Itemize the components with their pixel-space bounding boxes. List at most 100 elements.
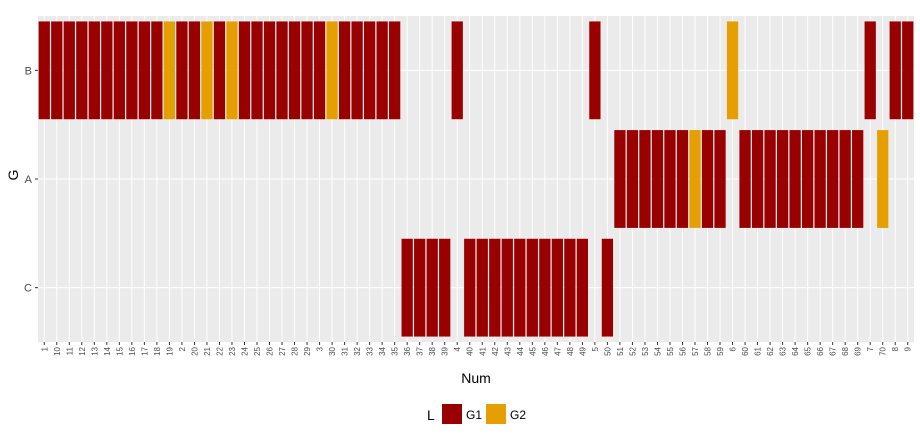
x-tick-label: 61	[754, 346, 763, 355]
bar-g1-69	[852, 130, 864, 228]
x-tick-label: 37	[416, 346, 425, 355]
bar-g1-24	[238, 21, 251, 120]
x-tick-label: 52	[628, 346, 637, 355]
x-tick-label: 41	[478, 346, 487, 355]
x-tick-label: 64	[791, 346, 800, 355]
bar-g1-56	[676, 130, 689, 228]
bar-g1-31	[338, 21, 351, 120]
y-axis-title: G	[5, 170, 21, 181]
bar-g1-65	[801, 130, 814, 228]
bar-g1-67	[827, 130, 839, 228]
bar-g1-62	[764, 130, 776, 228]
x-tick-label: 49	[578, 346, 587, 355]
x-tick-label: 36	[403, 346, 412, 355]
legend-label-g1: G1	[466, 408, 482, 422]
bar-g1-41	[476, 238, 488, 337]
x-tick-label: 57	[691, 346, 700, 355]
x-tick-label: 32	[353, 346, 362, 355]
bar-g1-53	[639, 130, 651, 228]
x-tick-label: 5	[591, 346, 600, 351]
x-tick-label: 70	[879, 346, 888, 355]
x-tick-label: 69	[854, 346, 863, 355]
bar-g1-9	[902, 21, 914, 120]
bar-g1-37	[414, 238, 426, 337]
x-tick-label: 28	[291, 346, 300, 355]
bar-g1-7	[864, 21, 876, 120]
bar-g1-4	[451, 21, 463, 120]
x-tick-label: 9	[904, 346, 913, 351]
bar-g1-66	[814, 130, 826, 228]
x-tick-label: 50	[603, 346, 612, 355]
x-tick-label: 42	[491, 346, 500, 355]
x-tick-label: 20	[190, 346, 199, 355]
legend-swatch-g1	[442, 404, 462, 424]
bar-g1-17	[138, 21, 151, 120]
x-tick-label: 45	[528, 346, 537, 355]
bar-g2-23	[226, 21, 238, 120]
x-tick-label: 16	[128, 346, 137, 355]
x-tick-label: 15	[115, 346, 124, 355]
x-axis: 1 10 11 12 13 14 15 16 17 18 19 2 20 21 22 23 24 25 26 27 28…	[40, 342, 913, 356]
x-tick-label: 66	[816, 346, 825, 355]
x-tick-label: 14	[103, 346, 112, 355]
x-tick-label: 19	[165, 346, 174, 355]
bar-g1-49	[576, 238, 589, 337]
x-tick-label: 1	[40, 346, 49, 351]
x-tick-label: 59	[716, 346, 725, 355]
bars	[38, 21, 914, 337]
bar-g1-68	[839, 130, 851, 228]
bar-g2-21	[201, 21, 213, 120]
bar-g1-11	[63, 21, 75, 120]
bar-g1-60	[739, 130, 751, 228]
bar-g2-19	[163, 21, 176, 120]
bar-g1-1	[38, 21, 50, 120]
legend-title: L	[427, 407, 435, 423]
x-tick-label: 11	[65, 346, 74, 355]
x-tick-label: 6	[729, 346, 738, 351]
bar-g1-43	[501, 238, 513, 337]
x-tick-label: 22	[215, 346, 224, 355]
x-tick-label: 7	[866, 346, 875, 351]
bar-g1-34	[376, 21, 388, 120]
bar-g1-12	[76, 21, 88, 120]
bar-g1-36	[401, 238, 413, 337]
x-tick-label: 47	[553, 346, 562, 355]
bar-g1-28	[288, 21, 301, 120]
x-tick-label: 18	[153, 346, 162, 355]
y-tick-label: A	[25, 174, 33, 186]
legend-label-g2: G2	[510, 408, 526, 422]
x-tick-label: 3	[316, 346, 325, 351]
bar-g1-16	[126, 21, 138, 120]
bar-g1-29	[301, 21, 313, 120]
x-tick-label: 65	[804, 346, 813, 355]
bar-g1-35	[389, 21, 401, 120]
x-tick-label: 17	[140, 346, 149, 355]
bar-g1-61	[751, 130, 764, 228]
x-tick-label: 53	[641, 346, 650, 355]
bar-g1-50	[601, 238, 614, 337]
x-tick-label: 58	[704, 346, 713, 355]
bar-g1-20	[188, 21, 201, 120]
bar-g1-47	[551, 238, 563, 337]
bar-g1-44	[514, 238, 526, 337]
x-tick-label: 51	[616, 346, 625, 355]
bar-g1-45	[526, 238, 538, 337]
x-tick-label: 48	[566, 346, 575, 355]
bar-g1-63	[776, 130, 789, 228]
x-tick-label: 68	[841, 346, 850, 355]
x-tick-label: 34	[378, 346, 387, 355]
x-tick-label: 35	[391, 346, 400, 355]
y-axis: B A C	[24, 65, 38, 295]
x-tick-label: 31	[341, 346, 350, 355]
x-tick-label: 13	[90, 346, 99, 355]
bar-g1-14	[101, 21, 113, 120]
bar-g1-58	[701, 130, 714, 228]
bar-g1-55	[664, 130, 676, 228]
bar-g1-32	[351, 21, 363, 120]
bar-g1-26	[263, 21, 276, 120]
x-tick-label: 38	[428, 346, 437, 355]
bar-g1-38	[426, 238, 438, 337]
x-tick-label: 26	[266, 346, 275, 355]
x-axis-title: Num	[461, 370, 491, 386]
